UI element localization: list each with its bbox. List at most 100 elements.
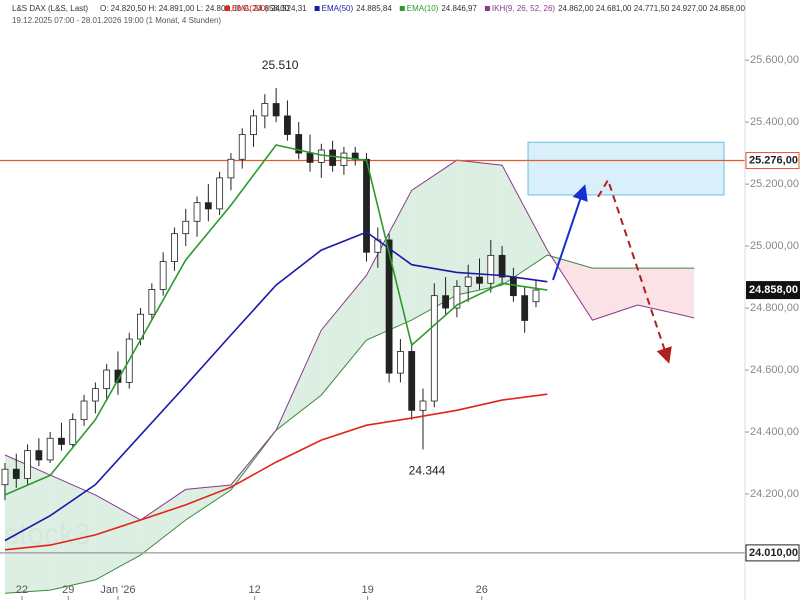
candle-body	[216, 177, 224, 210]
candle-body	[408, 351, 416, 411]
legend-swatch	[484, 6, 490, 11]
candle-body	[148, 289, 156, 315]
candle-body	[35, 450, 43, 461]
legend-swatch	[399, 6, 405, 11]
legend-value: 24.846,97	[441, 4, 477, 13]
candle-body	[509, 276, 517, 297]
legend-swatch	[314, 6, 320, 11]
y-tick-label: 24.400,00	[750, 426, 799, 438]
cloud-segment	[682, 268, 695, 318]
header: L&S DAX (L&S, Last) O: 24.820,50 H: 24.8…	[12, 4, 745, 25]
x-tick-label: 29	[62, 584, 74, 596]
candle-body	[238, 134, 246, 160]
annotation: 24.344	[409, 464, 446, 478]
legend-swatch	[225, 6, 230, 11]
x-tick-label: 22	[16, 584, 28, 596]
legend-name: EMA(50)	[322, 4, 354, 13]
ema-line	[4, 144, 548, 496]
legend-name: IKH(9, 26, 52, 26)	[492, 4, 555, 13]
candle-body	[521, 295, 529, 321]
level-label: 24.010,00	[749, 547, 798, 559]
y-tick-label: 25.600,00	[750, 54, 799, 66]
candle-body	[12, 468, 20, 479]
level-label-box	[745, 544, 800, 562]
candle-body	[397, 351, 404, 374]
last-price-label: 24.858,00	[749, 284, 798, 296]
candle-body	[487, 254, 495, 284]
candle-body	[453, 285, 461, 309]
candle-body	[532, 289, 540, 303]
y-tick-label: 25.400,00	[750, 116, 799, 128]
y-tick-label: 24.200,00	[750, 488, 799, 500]
candle-body	[103, 369, 111, 390]
candle-body	[419, 400, 427, 411]
cloud-segment	[592, 268, 638, 321]
candle-body	[46, 437, 54, 461]
ohlc: O: 24.820,50 H: 24.891,00 L: 24.803,00 C…	[100, 4, 290, 13]
y-tick-label: 25.200,00	[750, 178, 799, 190]
candle-body	[272, 103, 280, 117]
candle-body	[250, 115, 257, 135]
ema-line	[4, 231, 548, 542]
level-label: 25.276,00	[749, 154, 798, 166]
cloud-segment	[95, 494, 141, 580]
x-tick-label: 12	[249, 584, 261, 596]
span-b-line	[4, 159, 695, 521]
candle-body	[80, 400, 88, 421]
level-label-box	[745, 152, 800, 170]
cloud-segment	[185, 485, 231, 521]
legend-name: EMA(200)	[232, 4, 268, 13]
up-arrow	[552, 184, 588, 281]
candle-body	[340, 152, 348, 166]
candle-body	[329, 149, 337, 166]
cloud-segment	[50, 475, 96, 591]
candle-body	[1, 468, 9, 486]
cloud-segment	[502, 165, 548, 286]
candle-body	[464, 276, 472, 287]
candle-body	[476, 276, 483, 284]
candle-body	[227, 158, 235, 179]
candle-body	[114, 369, 122, 383]
x-tick-label: Jan '26	[100, 584, 135, 596]
candle-body	[363, 158, 370, 253]
candle-body	[24, 450, 31, 479]
candle-body	[317, 149, 325, 163]
candle-body	[385, 239, 393, 374]
ema-line	[4, 393, 548, 551]
cloud-segment	[140, 489, 186, 556]
candle-body	[284, 115, 291, 135]
candle-body	[498, 254, 506, 278]
last-price-box	[746, 281, 800, 300]
target-zone	[527, 141, 725, 196]
x-tick-label: 26	[476, 584, 488, 596]
candle-body	[182, 220, 190, 235]
y-tick-label: 25.000,00	[750, 240, 799, 252]
candle-body	[306, 152, 314, 163]
legend-value: 24.524,31	[271, 4, 307, 13]
legend-value: 24.862,00 24.681,00 24.771,50 24.927,00 …	[558, 4, 745, 13]
candle-body	[91, 388, 99, 402]
candle-body	[171, 233, 178, 262]
drawings	[552, 177, 672, 364]
candle-body	[295, 134, 303, 154]
candle-body	[193, 202, 201, 222]
candle-body	[69, 419, 77, 445]
annotation: 25.510	[262, 58, 299, 72]
price-axis: 24.200,00 24.400,00 24.600,00 24.800,00 25.0…	[744, 0, 800, 600]
axis-background	[745, 0, 800, 600]
y-tick-label: 24.600,00	[750, 364, 799, 376]
legend-value: 24.885,84	[356, 4, 392, 13]
span-a-line	[4, 254, 695, 594]
candle-body	[204, 202, 212, 210]
candle-body	[159, 261, 167, 290]
candle-body	[442, 295, 449, 309]
candle-body	[430, 295, 438, 402]
legend-name: EMA(10)	[407, 4, 439, 13]
candle-body	[58, 437, 65, 445]
candle-body	[261, 103, 269, 117]
period: 19.12.2025 07:00 - 28.01.2026 19:00 (1 M…	[12, 16, 221, 25]
cloud-segment	[321, 275, 367, 396]
